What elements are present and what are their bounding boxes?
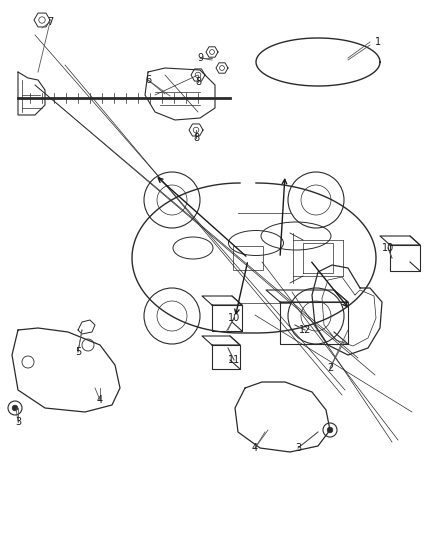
Text: 11: 11 — [228, 355, 240, 365]
Text: 6: 6 — [145, 75, 151, 85]
Text: 3: 3 — [295, 443, 301, 453]
Circle shape — [327, 427, 333, 433]
Text: 2: 2 — [327, 363, 333, 373]
Text: 12: 12 — [299, 325, 311, 335]
Text: 4: 4 — [97, 395, 103, 405]
Text: 10: 10 — [382, 243, 394, 253]
Text: 1: 1 — [375, 37, 381, 47]
Text: 8: 8 — [195, 77, 201, 87]
Text: 3: 3 — [15, 417, 21, 427]
Text: 4: 4 — [252, 443, 258, 453]
Text: 10: 10 — [228, 313, 240, 323]
Text: 7: 7 — [47, 17, 53, 27]
Text: 9: 9 — [197, 53, 203, 63]
Bar — [233, 246, 263, 270]
Circle shape — [12, 405, 18, 411]
Text: 5: 5 — [75, 347, 81, 357]
Text: 8: 8 — [193, 133, 199, 143]
